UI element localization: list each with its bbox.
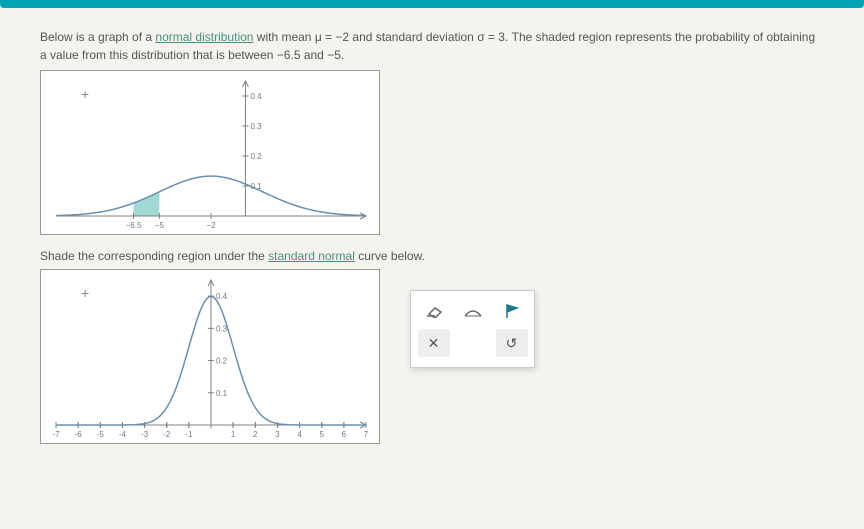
svg-text:−5: −5 — [155, 221, 165, 230]
svg-text:4: 4 — [297, 430, 302, 439]
svg-text:-5: -5 — [97, 430, 105, 439]
close-button[interactable]: ✕ — [418, 329, 450, 357]
svg-text:-6: -6 — [75, 430, 83, 439]
question-text: Below is a graph of a normal distributio… — [40, 28, 824, 64]
reset-button[interactable]: ↺ — [496, 329, 528, 357]
p2-suffix: curve below. — [355, 249, 425, 263]
lo-val: −6.5 — [277, 48, 301, 62]
spacer — [457, 329, 489, 357]
normal-dist-link[interactable]: normal distribution — [155, 30, 253, 44]
region-icon[interactable] — [457, 297, 489, 325]
flag-icon[interactable] — [496, 297, 528, 325]
eraser-icon[interactable] — [418, 297, 450, 325]
tool-row-2: ✕ ↺ — [417, 329, 528, 357]
shade-prompt: Shade the corresponding region under the… — [40, 249, 824, 263]
q-mid4: and — [301, 48, 328, 62]
standard-normal-link[interactable]: standard normal — [268, 249, 355, 263]
standard-normal-chart[interactable]: 0.1 0.2 0.3 0.4 -7 -6 -5 -4 -3 -2 -1 1 2 3 4 5 6 7 + — [40, 269, 380, 444]
svg-text:-3: -3 — [141, 430, 149, 439]
svg-text:6: 6 — [342, 430, 347, 439]
p2-prefix: Shade the corresponding region under the — [40, 249, 268, 263]
svg-text:3: 3 — [275, 430, 280, 439]
source-distribution-chart: 0.10.20.30.4−6.5−5−2+ — [40, 70, 380, 235]
svg-text:0.4: 0.4 — [216, 292, 228, 301]
svg-text:+: + — [81, 86, 89, 102]
sigma-expr: σ = 3 — [477, 30, 505, 44]
svg-text:-1: -1 — [185, 430, 193, 439]
svg-text:+: + — [81, 285, 89, 301]
svg-text:2: 2 — [253, 430, 258, 439]
svg-text:0.3: 0.3 — [250, 122, 262, 131]
svg-text:-2: -2 — [163, 430, 171, 439]
toolbox: ✕ ↺ — [410, 290, 535, 368]
q-prefix: Below is a graph of a — [40, 30, 155, 44]
tool-row-1 — [417, 297, 528, 325]
q-suffix: . — [341, 48, 344, 62]
svg-text:0.2: 0.2 — [250, 152, 262, 161]
mu-expr: μ = −2 — [315, 30, 349, 44]
svg-text:−6.5: −6.5 — [126, 221, 142, 230]
svg-text:1: 1 — [231, 430, 236, 439]
svg-text:7: 7 — [364, 430, 369, 439]
header-bar — [0, 0, 864, 8]
hi-val: −5 — [327, 48, 341, 62]
svg-text:0.4: 0.4 — [250, 92, 262, 101]
svg-text:0.3: 0.3 — [216, 324, 228, 333]
svg-text:-7: -7 — [52, 430, 60, 439]
svg-text:−2: −2 — [206, 221, 216, 230]
svg-text:0.1: 0.1 — [216, 389, 228, 398]
q-mid2: and standard deviation — [349, 30, 477, 44]
svg-text:-4: -4 — [119, 430, 127, 439]
svg-text:0.2: 0.2 — [216, 357, 228, 366]
svg-text:5: 5 — [319, 430, 324, 439]
q-mid1: with mean — [253, 30, 314, 44]
